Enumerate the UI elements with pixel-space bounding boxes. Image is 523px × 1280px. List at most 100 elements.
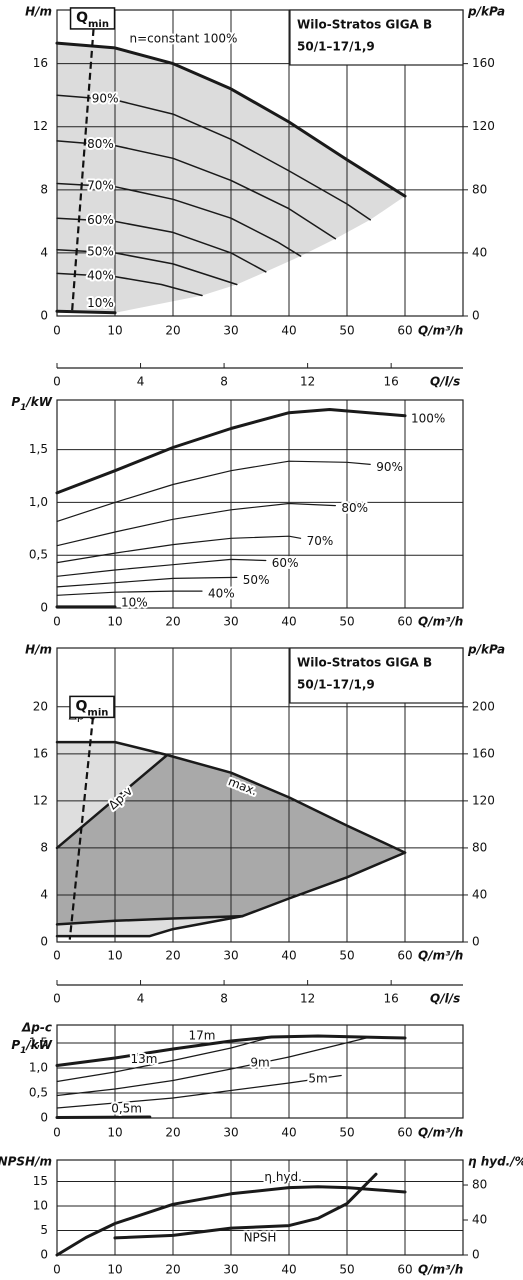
qmin-label: Qmin [76, 10, 109, 30]
y2-tick-label: 80 [472, 182, 487, 196]
curve-label: 90% [376, 460, 403, 474]
x2-tick-label: 0 [53, 375, 61, 389]
x2-axis-title: Q/l/s [430, 375, 460, 389]
x-tick-label: 20 [165, 949, 180, 963]
x-tick-label: 30 [223, 1126, 238, 1140]
y-tick-label: 16 [33, 746, 48, 760]
x-tick-label: 0 [53, 615, 61, 629]
curve-label: 80% [87, 137, 114, 151]
curve [56, 502, 336, 547]
x-tick-label: 30 [223, 615, 238, 629]
y2-tick-label: 160 [472, 56, 495, 70]
curve [55, 408, 407, 495]
qmin-label-sub: min [88, 18, 109, 29]
curve-label: 50% [87, 245, 114, 259]
qmin-label: Qmin [76, 698, 109, 718]
y2-tick-label: 160 [472, 746, 495, 760]
qmin-box [69, 7, 116, 30]
x-tick-label: 20 [165, 1126, 180, 1140]
axis-title-sub: 1 [20, 1046, 26, 1056]
y-tick-label: 12 [33, 793, 48, 807]
axis-title: H/m [25, 643, 52, 657]
curve-label: 10% [87, 296, 114, 310]
y2-tick-label: 120 [472, 793, 495, 807]
y2-axis-title: p/kPa [467, 643, 505, 657]
curve [56, 249, 238, 286]
curve [56, 182, 302, 257]
axis-title-sub: 1 [20, 403, 26, 413]
axis-title-part: /kW [24, 395, 52, 409]
axis-title: NPSH/m [0, 1155, 52, 1169]
curve [165, 753, 407, 854]
y2-axis-title: p/kPa [467, 5, 505, 19]
x-tick-label: 50 [339, 615, 354, 629]
chart-subtitle: 50/1–17/1,9 [297, 40, 375, 54]
curve [56, 94, 371, 221]
curve-label: 17m [189, 1029, 216, 1043]
curve [56, 460, 371, 522]
x2-tick-label: 0 [53, 992, 61, 1006]
x-tick-label: 0 [53, 949, 61, 963]
x-tick-label: 20 [165, 324, 180, 338]
x-tick-label: 60 [397, 324, 412, 338]
curve [56, 1074, 342, 1109]
plot-frame [56, 1159, 464, 1256]
curve [55, 309, 117, 315]
x-tick-label: 40 [281, 324, 296, 338]
curve [55, 753, 169, 850]
x2-tick-label: 16 [384, 375, 399, 389]
y2-tick-label: 0 [472, 935, 480, 949]
curve-label: 40% [208, 587, 235, 601]
y-tick-label: 4 [40, 887, 48, 901]
y2-tick-label: 80 [472, 840, 487, 854]
curve-label: 13m [131, 1052, 158, 1066]
x-tick-label: 10 [107, 949, 122, 963]
x-tick-label: 10 [107, 1126, 122, 1140]
x-tick-label: 40 [281, 1263, 296, 1277]
x-axis-title: Q/m³/h [418, 324, 463, 338]
curve [56, 535, 302, 564]
curve-label: 10% [121, 595, 148, 609]
y-tick-label: 8 [40, 182, 48, 196]
title-box [289, 647, 464, 704]
y2-tick-label: 200 [472, 699, 495, 713]
curve-label: 70% [87, 178, 114, 192]
qmin-label-part: Q [76, 698, 88, 714]
x-tick-label: 30 [223, 949, 238, 963]
x-tick-label: 30 [223, 324, 238, 338]
x-tick-label: 20 [165, 615, 180, 629]
x2-axis-title: Q/l/s [430, 992, 460, 1006]
x-tick-label: 40 [281, 1126, 296, 1140]
plot-frame [56, 1024, 464, 1119]
x2-tick-label: 8 [220, 992, 228, 1006]
y-tick-label: 1,0 [29, 1061, 48, 1075]
x-tick-label: 0 [53, 1126, 61, 1140]
x2-tick-label: 16 [384, 992, 399, 1006]
axis-title-part: /kW [24, 1038, 52, 1052]
curve [56, 558, 267, 577]
chart-subtitle: 50/1–17/1,9 [297, 678, 375, 692]
y2-tick-label: 80 [472, 1178, 487, 1192]
y-tick-label: 20 [33, 699, 48, 713]
curve [55, 1115, 152, 1119]
curve [55, 1034, 407, 1067]
y-tick-label: 0 [40, 1111, 48, 1125]
y-tick-label: 1,0 [29, 495, 48, 509]
x-tick-label: 0 [53, 324, 61, 338]
curve-label: 5m [308, 1071, 327, 1085]
x-tick-label: 50 [339, 949, 354, 963]
x2-tick-label: 4 [137, 375, 145, 389]
chart-title: Wilo-Stratos GIGA B [297, 18, 432, 32]
y2-tick-label: 0 [472, 1248, 480, 1262]
x-axis-title: Q/m³/h [418, 615, 463, 629]
chart-title: Wilo-Stratos GIGA B [297, 656, 432, 670]
x-tick-label: 50 [339, 1126, 354, 1140]
x-tick-label: 10 [107, 1263, 122, 1277]
curve [55, 740, 169, 757]
plot-frame [56, 9, 464, 317]
y-tick-label: 0 [40, 309, 48, 323]
x-tick-label: 40 [281, 949, 296, 963]
y-tick-label: 1,5 [29, 442, 48, 456]
y-tick-label: 16 [33, 56, 48, 70]
x2-tick-label: 12 [300, 375, 315, 389]
